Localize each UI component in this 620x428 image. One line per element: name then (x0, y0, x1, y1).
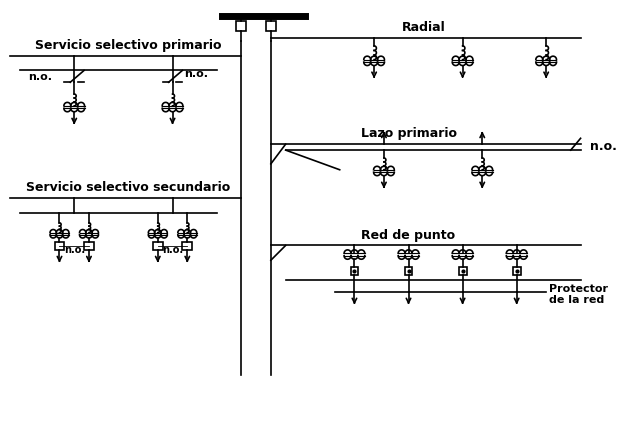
Bar (55, 242, 64, 250)
Text: Servicio selectivo secundario: Servicio selectivo secundario (26, 181, 231, 194)
Text: Lazo primario: Lazo primario (360, 127, 456, 140)
Bar (513, 267, 521, 275)
Bar (266, 21, 276, 31)
Bar (84, 242, 94, 250)
Text: Protector
de la red: Protector de la red (549, 284, 608, 306)
Text: Red de punto: Red de punto (361, 229, 456, 241)
Text: n.o.: n.o. (29, 72, 53, 82)
Text: Servicio selectivo primario: Servicio selectivo primario (35, 39, 221, 52)
Text: n.o.: n.o. (184, 69, 208, 79)
Bar (182, 242, 192, 250)
Text: Radial: Radial (401, 21, 445, 34)
Bar (236, 21, 246, 31)
Bar (459, 267, 466, 275)
Bar (153, 242, 162, 250)
Text: n.o.: n.o. (590, 140, 618, 153)
Bar (350, 267, 358, 275)
Text: n.o.: n.o. (162, 245, 183, 255)
Text: n.o.: n.o. (64, 245, 85, 255)
Bar (405, 267, 412, 275)
